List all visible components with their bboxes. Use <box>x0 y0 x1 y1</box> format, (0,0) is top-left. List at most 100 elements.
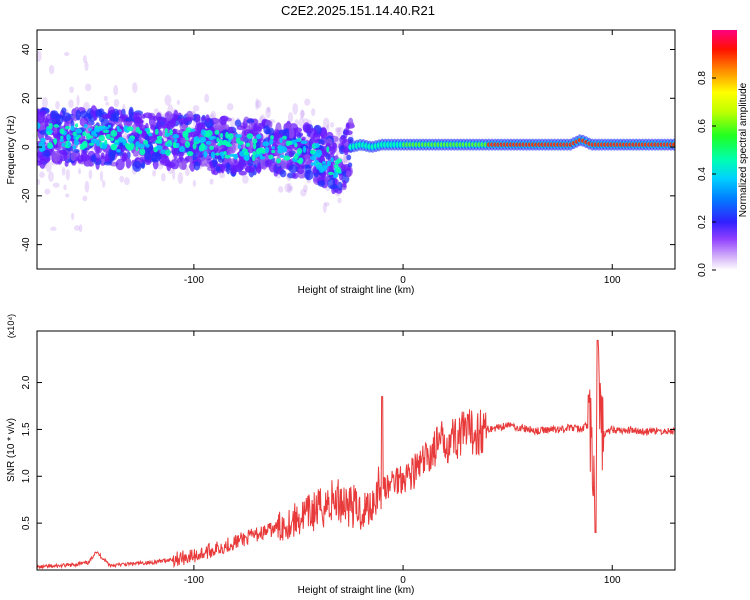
spectrogram-cell <box>243 154 250 161</box>
spectrogram-cell <box>310 149 316 155</box>
spectrogram-cell <box>285 140 291 147</box>
spectrogram-cell <box>268 154 274 160</box>
spectrogram-cell <box>279 169 287 178</box>
spectrogram-cell <box>265 146 270 154</box>
spectrogram-cell <box>234 119 242 127</box>
spectrogram-cell <box>115 158 125 171</box>
spectrogram-cell <box>77 168 82 175</box>
spectrogram-cell <box>84 83 92 92</box>
spectrogram-cell <box>279 137 283 144</box>
spectrogram-cell <box>314 143 320 149</box>
spectrogram-cell <box>324 202 330 207</box>
spectrogram-cell <box>102 126 110 130</box>
colorbar: 0.0 0.2 0.4 0.6 0.8 Normalized spectral ampl… <box>697 30 749 277</box>
spectrogram-cell <box>52 182 60 188</box>
spectrogram-cell <box>70 151 77 161</box>
spectrogram-x-tick-label: 100 <box>604 275 621 286</box>
spectrogram-cell <box>88 169 93 180</box>
spectrogram-cell <box>160 149 167 155</box>
spectrogram-cell <box>173 109 179 121</box>
spectrogram-cell <box>41 149 51 157</box>
spectrogram-cell <box>48 171 54 182</box>
spectrogram-cell <box>177 172 184 184</box>
spectrogram-cell <box>309 155 317 161</box>
spectrogram-x-ticks: -100 0 100 <box>184 30 621 286</box>
spectrogram-cell <box>172 168 176 180</box>
spectrogram-cell <box>329 184 339 190</box>
spectrogram-cell <box>123 125 129 132</box>
spectrogram-cell <box>296 147 303 155</box>
spectrogram-cell <box>72 131 77 137</box>
spectrogram-y-tick-label: 0 <box>21 144 32 150</box>
spectrogram-cell <box>255 148 262 155</box>
spectrogram-cell <box>219 172 226 179</box>
spectrogram-cell <box>317 180 326 187</box>
spectrogram-cell <box>209 145 215 150</box>
spectrogram-cell <box>178 146 186 153</box>
spectrogram-cell <box>170 159 180 170</box>
spectrogram-cell <box>322 117 330 129</box>
spectrogram-cell <box>208 136 215 141</box>
spectrogram-cell <box>82 195 88 202</box>
spectrogram-cell <box>346 154 352 161</box>
spectrogram-cell <box>336 169 342 173</box>
spectrogram-cell <box>132 82 138 94</box>
spectrogram-cell <box>313 172 319 178</box>
spectrogram-cell <box>184 136 189 141</box>
spectrogram-cell <box>323 164 329 169</box>
spectrogram-cell <box>219 132 224 138</box>
spectrogram-cell <box>308 127 318 139</box>
spectrogram-cell <box>165 132 171 137</box>
spectrogram-y-tick-label: 20 <box>21 92 32 104</box>
spectrogram-cell <box>66 134 71 141</box>
spectrogram-cell <box>246 133 254 140</box>
spectrogram-cell <box>41 110 47 115</box>
spectrogram-cell <box>124 177 130 186</box>
snr-y-label: SNR (10 * v/v) <box>6 418 17 482</box>
spectrogram-cell <box>84 180 90 193</box>
spectrogram-cell <box>143 140 149 145</box>
spectrogram-cell <box>287 112 294 123</box>
spectrogram-cell <box>271 149 276 154</box>
snr-panel: 0.5 1.0 1.5 2.0 -100 0 100 (x10⁴) Height of s… <box>6 314 676 596</box>
spectrogram-cell <box>79 110 88 119</box>
spectrogram-cell <box>235 134 243 138</box>
spectrogram-cell <box>116 126 120 130</box>
spectrogram-cell <box>201 116 206 122</box>
spectrogram-cell <box>255 99 262 109</box>
spectrogram-cell <box>300 109 305 119</box>
spectrogram-x-label: Height of straight line (km) <box>298 285 415 296</box>
spectrogram-cell <box>61 142 66 147</box>
spectrogram-cell <box>330 157 334 163</box>
spectrogram-cell <box>288 185 294 192</box>
spectrogram-cell <box>247 140 254 151</box>
spectrogram-cell <box>61 151 68 156</box>
spectrogram-cell <box>110 129 118 137</box>
spectrogram-cell <box>143 112 153 119</box>
spectrogram-cell <box>270 135 274 140</box>
spectrogram-cell <box>252 151 257 156</box>
spectrogram-cell <box>280 158 288 170</box>
spectrogram-cell <box>148 132 153 137</box>
spectrogram-cell <box>300 140 308 144</box>
spectrogram-cell <box>45 161 52 173</box>
spectrogram-cell <box>193 160 201 171</box>
spectrogram-cell <box>37 122 41 130</box>
spectrogram-cell <box>42 157 51 162</box>
spectrogram-cell <box>114 110 120 123</box>
spectrogram-cell <box>64 51 70 57</box>
spectrogram-cell <box>228 133 234 140</box>
colorbar-tick-label: 0.6 <box>697 119 708 133</box>
spectrogram-cell <box>113 98 120 107</box>
colorbar-label: Normalized spectral amplitude <box>738 82 749 217</box>
spectrogram-cell <box>277 185 284 193</box>
spectrogram-cell <box>193 136 200 142</box>
spectrogram-cell <box>330 122 335 128</box>
spectrogram-cell <box>61 107 67 115</box>
spectrogram-x-tick-label: 0 <box>400 275 406 286</box>
spectrogram-cell <box>294 153 298 160</box>
spectrogram-cell <box>109 137 115 141</box>
spectrogram-cell <box>185 116 194 122</box>
spectrogram-y-ticks: -40 -20 0 20 40 <box>21 44 675 252</box>
spectrogram-cell <box>333 164 339 169</box>
